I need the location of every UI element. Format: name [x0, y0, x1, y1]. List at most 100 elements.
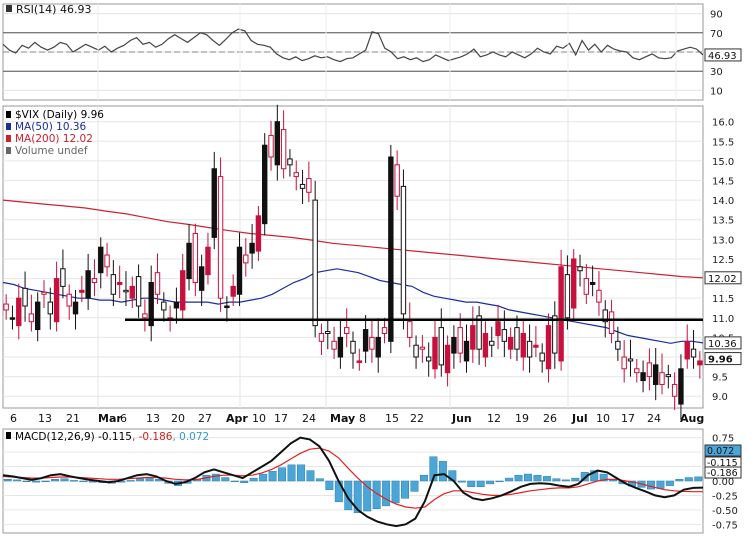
x-month-label: Aug — [680, 412, 704, 425]
price-legend-swatch — [6, 123, 11, 130]
candle-body — [678, 368, 684, 405]
x-day-label: 26 — [543, 412, 557, 425]
rsi-last-value: 46.93 — [708, 51, 737, 62]
x-month-label: Mar — [98, 412, 122, 425]
macd-legend: MACD(12,26,9) -0.115, -0.186, 0.072 — [15, 431, 209, 443]
candle-body — [299, 183, 306, 189]
candle-body — [356, 360, 363, 363]
macd-histogram-bar — [675, 479, 684, 482]
candle-body — [79, 289, 85, 293]
candle-body — [394, 164, 400, 197]
candle-body — [684, 340, 690, 360]
candle-body — [495, 321, 501, 336]
price-tick-label: 15.0 — [712, 157, 734, 168]
candle-body — [306, 178, 312, 193]
price-last-value-box — [704, 336, 742, 350]
x-day-label: 20 — [171, 412, 185, 425]
price-legend-swatch — [6, 147, 11, 154]
macd-histogram-bar — [306, 470, 315, 482]
candle-body — [16, 297, 22, 327]
candle-body — [526, 340, 533, 358]
candle-body — [331, 340, 337, 350]
candle-body — [634, 368, 640, 374]
price-last-value-box — [704, 352, 742, 366]
macd-histogram-bar — [60, 478, 69, 482]
price-tick-label: 9.0 — [712, 392, 728, 403]
candle-body — [558, 266, 564, 362]
macd-value: 0.072 — [707, 446, 734, 457]
candle-body — [337, 336, 344, 358]
price-legend-label: MA(200) 12.02 — [15, 133, 93, 145]
macd-histogram-bar — [325, 480, 334, 490]
candle-body — [186, 242, 192, 280]
macd-value: -0.186 — [707, 468, 738, 479]
candle-body — [476, 315, 482, 350]
candle-body — [438, 327, 444, 366]
price-last-value: 12.02 — [708, 274, 737, 285]
candle-body — [621, 356, 627, 370]
candle-body — [224, 305, 230, 309]
rsi-tick-label: 70 — [710, 29, 723, 40]
candle-body — [432, 336, 438, 370]
candle-body — [539, 352, 545, 362]
macd-histogram-bar — [542, 476, 551, 482]
candle-body — [53, 278, 60, 323]
candle-body — [236, 246, 243, 295]
candle-body — [148, 281, 154, 327]
candle-body — [180, 270, 186, 311]
candle-body — [577, 266, 583, 272]
candle-body — [85, 270, 91, 299]
macd-histogram-bar — [13, 479, 22, 482]
candle-body — [274, 121, 281, 166]
candle-body — [489, 340, 495, 346]
candle-body — [653, 364, 659, 385]
x-month-label: May — [330, 412, 355, 425]
candle-body — [104, 254, 110, 268]
macd-histogram-bar — [287, 464, 296, 482]
price-legend-swatch — [6, 111, 11, 118]
candle-body — [381, 327, 388, 334]
candle-body — [325, 331, 331, 334]
candle-body — [602, 309, 608, 323]
x-day-label: 6 — [120, 412, 127, 425]
candle-body — [350, 340, 356, 354]
candle-body — [369, 336, 375, 350]
macd-histogram-bar — [401, 480, 410, 499]
candle-body — [154, 272, 161, 295]
macd-histogram-bar — [126, 480, 135, 482]
macd-histogram-bar — [533, 474, 542, 482]
macd-tick-label: -0.75 — [712, 520, 738, 531]
candle-body — [287, 158, 293, 166]
candle-body — [249, 242, 255, 254]
x-day-label: 19 — [515, 412, 529, 425]
x-day-label: 10 — [596, 412, 610, 425]
macd-histogram-bar — [32, 480, 41, 483]
candle-body — [470, 325, 476, 350]
ma50-line — [2, 268, 704, 344]
macd-histogram-bar — [51, 479, 60, 482]
macd-histogram-bar — [524, 473, 532, 482]
price-legend-swatch — [6, 135, 11, 142]
macd-tick-label: 0.00 — [712, 477, 734, 488]
macd-histogram-bar — [684, 477, 693, 482]
candle-body — [697, 360, 703, 366]
price-tick-label: 14.5 — [712, 177, 734, 188]
price-tick-label: 12.5 — [712, 255, 734, 266]
candle-body — [507, 336, 514, 350]
x-day-label: 13 — [146, 412, 160, 425]
rsi-line — [2, 28, 704, 63]
candle-body — [280, 129, 287, 170]
macd-histogram-bar — [278, 467, 287, 482]
price-legend-label: $VIX (Daily) 9.96 — [15, 109, 104, 121]
x-day-label: 24 — [647, 412, 661, 425]
candle-body — [28, 313, 35, 323]
candle-body — [91, 278, 98, 283]
candle-body — [3, 303, 9, 311]
candle-body — [135, 276, 142, 307]
price-legend-label: Volume undef — [15, 145, 88, 157]
macd-tick-label: 0.75 — [712, 434, 734, 445]
macd-histogram-bar — [419, 474, 428, 482]
candle-body — [589, 281, 596, 285]
candle-body — [47, 301, 53, 315]
